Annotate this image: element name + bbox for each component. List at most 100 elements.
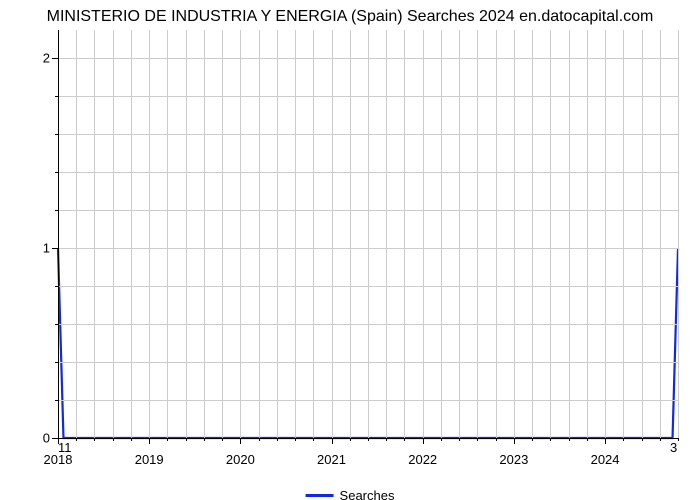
y-tick-minor: [55, 96, 58, 97]
gridline-horizontal: [58, 324, 678, 325]
gridline-horizontal: [58, 286, 678, 287]
x-tick-minor: [532, 438, 533, 441]
below-label-right: 3: [670, 440, 677, 455]
figure: MINISTERIO DE INDUSTRIA Y ENERGIA (Spain…: [0, 0, 700, 500]
x-tick-minor: [441, 438, 442, 441]
gridline-vertical: [514, 30, 515, 438]
legend-swatch: [306, 494, 334, 497]
y-tick-minor: [55, 286, 58, 287]
x-tick-minor: [368, 438, 369, 441]
gridline-horizontal: [58, 210, 678, 211]
gridline-vertical: [605, 30, 606, 438]
x-tick-label: 2022: [408, 452, 437, 467]
x-tick-minor: [642, 438, 643, 441]
x-tick-label: 2023: [499, 452, 528, 467]
gridline-vertical: [167, 30, 168, 438]
y-tick-label: 1: [43, 241, 50, 256]
x-tick-minor: [350, 438, 351, 441]
gridline-horizontal: [58, 58, 678, 59]
gridline-vertical: [477, 30, 478, 438]
x-tick-major: [240, 438, 241, 444]
gridline-vertical: [423, 30, 424, 438]
gridline-vertical: [295, 30, 296, 438]
gridline-vertical: [277, 30, 278, 438]
gridline-horizontal: [58, 362, 678, 363]
x-tick-minor: [295, 438, 296, 441]
x-tick-major: [605, 438, 606, 444]
x-tick-major: [332, 438, 333, 444]
gridline-vertical: [113, 30, 114, 438]
x-tick-minor: [76, 438, 77, 441]
gridline-vertical: [660, 30, 661, 438]
x-tick-minor: [204, 438, 205, 441]
x-tick-label: 2021: [317, 452, 346, 467]
gridline-vertical: [587, 30, 588, 438]
x-tick-minor: [94, 438, 95, 441]
y-tick-label: 2: [43, 51, 50, 66]
x-tick-minor: [277, 438, 278, 441]
gridline-vertical: [550, 30, 551, 438]
gridline-vertical: [368, 30, 369, 438]
x-tick-minor: [477, 438, 478, 441]
gridline-vertical: [441, 30, 442, 438]
gridline-horizontal: [58, 96, 678, 97]
gridline-vertical: [131, 30, 132, 438]
x-tick-minor: [623, 438, 624, 441]
gridline-vertical: [386, 30, 387, 438]
x-tick-minor: [569, 438, 570, 441]
x-tick-major: [149, 438, 150, 444]
y-tick-major: [52, 438, 58, 439]
gridline-horizontal: [58, 400, 678, 401]
gridline-vertical: [350, 30, 351, 438]
y-tick-minor: [55, 210, 58, 211]
x-tick-major: [514, 438, 515, 444]
x-tick-minor: [386, 438, 387, 441]
gridline-vertical: [222, 30, 223, 438]
gridline-vertical: [332, 30, 333, 438]
x-tick-minor: [131, 438, 132, 441]
gridline-horizontal: [58, 172, 678, 173]
gridline-vertical: [94, 30, 95, 438]
gridline-horizontal: [58, 248, 678, 249]
y-axis-line: [58, 30, 59, 438]
gridline-vertical: [569, 30, 570, 438]
legend: Searches: [306, 488, 395, 500]
gridline-vertical: [313, 30, 314, 438]
gridline-vertical: [149, 30, 150, 438]
gridline-horizontal: [58, 134, 678, 135]
x-tick-minor: [167, 438, 168, 441]
legend-label: Searches: [340, 488, 395, 500]
x-tick-major: [58, 438, 59, 444]
x-tick-minor: [587, 438, 588, 441]
x-tick-label: 2020: [226, 452, 255, 467]
gridline-vertical: [186, 30, 187, 438]
y-tick-minor: [55, 400, 58, 401]
x-tick-minor: [496, 438, 497, 441]
x-tick-label: 2018: [44, 452, 73, 467]
gridline-vertical: [459, 30, 460, 438]
gridline-vertical: [623, 30, 624, 438]
x-tick-minor: [550, 438, 551, 441]
x-tick-minor: [259, 438, 260, 441]
x-tick-label: 2024: [591, 452, 620, 467]
gridline-vertical: [240, 30, 241, 438]
x-tick-label: 2019: [135, 452, 164, 467]
x-tick-minor: [313, 438, 314, 441]
x-tick-minor: [459, 438, 460, 441]
gridline-vertical: [76, 30, 77, 438]
gridline-vertical: [642, 30, 643, 438]
x-tick-major: [423, 438, 424, 444]
gridline-vertical: [204, 30, 205, 438]
y-tick-label: 0: [43, 431, 50, 446]
gridline-vertical: [678, 30, 679, 438]
gridline-vertical: [496, 30, 497, 438]
x-tick-minor: [404, 438, 405, 441]
x-tick-minor: [660, 438, 661, 441]
x-tick-minor: [222, 438, 223, 441]
y-tick-major: [52, 248, 58, 249]
y-tick-minor: [55, 134, 58, 135]
x-tick-minor: [113, 438, 114, 441]
y-tick-major: [52, 58, 58, 59]
gridline-vertical: [532, 30, 533, 438]
gridline-vertical: [259, 30, 260, 438]
